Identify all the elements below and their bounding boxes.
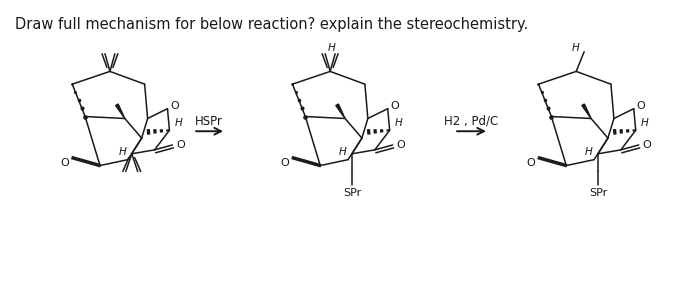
Text: H: H	[340, 147, 347, 157]
Text: O: O	[526, 158, 535, 168]
Text: SPr: SPr	[343, 188, 361, 198]
Text: H: H	[640, 118, 648, 128]
Text: O: O	[636, 101, 645, 111]
Text: O: O	[643, 140, 651, 150]
Text: O: O	[396, 140, 405, 150]
Polygon shape	[336, 104, 345, 118]
Text: H: H	[395, 118, 402, 128]
Text: O: O	[170, 101, 178, 111]
Text: H: H	[571, 43, 579, 53]
Polygon shape	[116, 104, 125, 118]
Polygon shape	[582, 104, 591, 118]
Text: O: O	[60, 158, 69, 168]
Text: O: O	[176, 140, 185, 150]
Text: H: H	[119, 147, 127, 157]
Text: H: H	[585, 147, 593, 157]
Text: H: H	[174, 118, 182, 128]
Text: O: O	[280, 158, 289, 168]
Text: H: H	[328, 43, 335, 53]
Text: HSPr: HSPr	[195, 115, 223, 128]
Text: Draw full mechanism for below reaction? explain the stereochemistry.: Draw full mechanism for below reaction? …	[15, 17, 528, 31]
Text: H2 , Pd/C: H2 , Pd/C	[444, 115, 498, 128]
Text: O: O	[391, 101, 399, 111]
Text: SPr: SPr	[589, 188, 607, 198]
